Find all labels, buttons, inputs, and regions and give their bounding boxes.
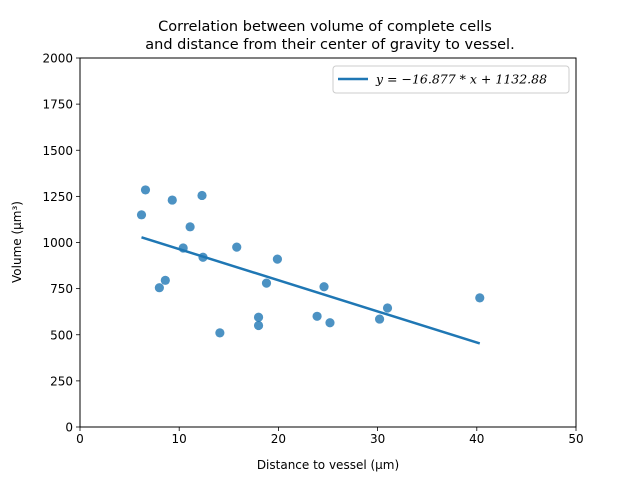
data-point [136,210,147,220]
y-tick-label: 1000 [42,236,73,250]
legend-box [332,65,570,94]
data-point [374,314,385,324]
x-tick-label: 40 [469,432,484,446]
legend: y = −16.877 * x + 1132.88 [332,65,570,94]
x-axis-label: Distance to vessel (μm) [257,458,399,472]
y-tick-label: 1250 [42,190,73,204]
y-axis-label: Volume (μm³) [10,201,24,283]
chart-title-line-1: Correlation between volume of complete c… [158,19,492,35]
data-point [382,303,393,313]
y-tick-label: 500 [50,328,73,342]
data-point [272,254,283,264]
x-tick-label: 20 [271,432,286,446]
data-point [261,278,272,288]
data-point [185,222,195,232]
data-point [232,242,242,252]
data-point [160,275,170,285]
y-tick-label: 250 [50,374,73,388]
y-tick-label: 2000 [42,52,73,66]
data-point [215,328,225,338]
x-tick-label: 50 [568,432,583,446]
data-point [253,320,264,331]
y-tick-label: 0 [65,421,73,435]
data-point [325,318,335,328]
plot-frame [79,57,577,428]
x-tick-label: 0 [76,432,84,446]
data-point [197,190,207,201]
data-point [312,311,322,321]
data-point [475,293,485,303]
y-tick-label: 1750 [42,98,73,112]
y-tick-label: 750 [50,282,73,296]
chart-title-line-2: and distance from their center of gravit… [145,37,514,53]
data-point [154,283,164,293]
regression-line [141,236,481,345]
legend-label: y = −16.877 * x + 1132.88 [375,72,547,87]
data-point [253,312,264,322]
x-tick-label: 30 [370,432,385,446]
data-point [167,195,177,205]
data-point [319,282,329,292]
plot-area: 0 10 20 30 40 5002505007501000125015001750200… [42,52,583,447]
data-point [140,185,151,195]
y-tick-label: 1500 [42,144,73,158]
x-tick-label: 10 [172,432,187,446]
